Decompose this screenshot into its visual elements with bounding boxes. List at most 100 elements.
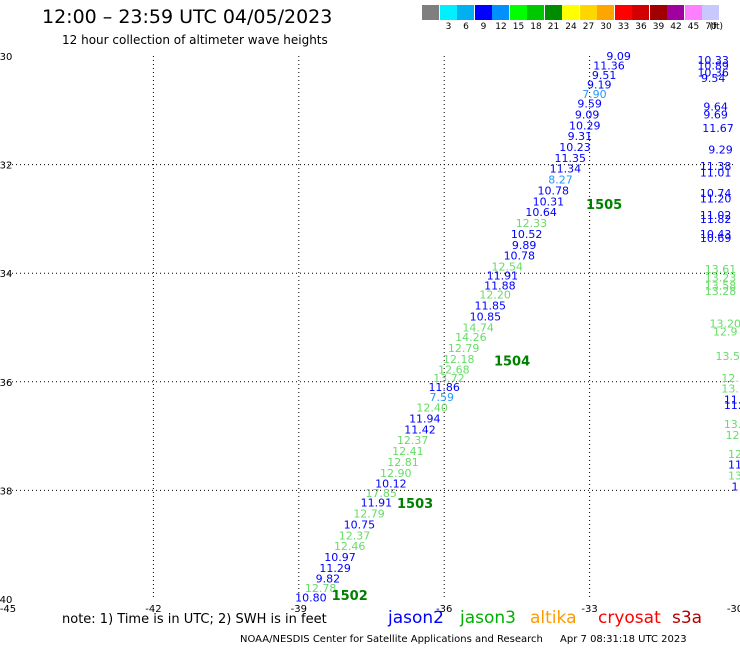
wave-height-reading: 11.91 bbox=[487, 270, 519, 283]
scale-swatch bbox=[457, 5, 474, 20]
latitude-tick-label: -40 bbox=[0, 595, 12, 606]
map-title: 12:00 – 23:59 UTC 04/05/2023 bbox=[42, 6, 333, 28]
scale-swatch bbox=[702, 5, 719, 20]
wave-height-reading: 12. bbox=[721, 372, 739, 385]
wave-height-reading: 12.68 bbox=[438, 364, 470, 377]
wave-height-reading: 12.90 bbox=[380, 467, 412, 480]
scale-label: 6 bbox=[463, 22, 469, 32]
scale-label: 33 bbox=[617, 22, 630, 32]
wave-height-reading: 12.46 bbox=[334, 540, 366, 553]
pass-number-label: 1502 bbox=[332, 589, 368, 604]
satellite-legend-jason2: jason2 bbox=[388, 608, 444, 628]
wave-height-reading: 11.01 bbox=[700, 167, 732, 180]
satellite-legend-altika: altika bbox=[530, 608, 577, 628]
wave-height-reading: 10.78 bbox=[538, 184, 570, 197]
pass-number-label: 1505 bbox=[586, 198, 622, 213]
units-note: note: 1) Time is in UTC; 2) SWH is in fe… bbox=[62, 612, 327, 627]
wave-height-reading: 10.43 bbox=[700, 228, 732, 241]
scale-swatch bbox=[439, 5, 457, 20]
wave-height-reading: 11.35 bbox=[554, 152, 586, 165]
footer: NOAA/NESDIS Center for Satellite Applica… bbox=[240, 634, 687, 645]
latitude-tick-label: -38 bbox=[0, 486, 12, 497]
wave-height-reading: 13. bbox=[724, 418, 740, 431]
wave-height-reading: 10.64 bbox=[525, 206, 557, 219]
wave-height-reading: 10.80 bbox=[295, 592, 327, 605]
wave-height-reading: 12.33 bbox=[516, 217, 548, 230]
latitude-tick-label: -32 bbox=[0, 161, 12, 172]
wave-height-reading: 12 bbox=[728, 448, 740, 461]
scale-swatch bbox=[684, 5, 702, 20]
scale-swatch bbox=[544, 5, 562, 20]
wave-height-reading: 9.29 bbox=[708, 144, 733, 157]
wave-height-reading: 11.86 bbox=[428, 381, 460, 394]
wave-height-reading: 13.5 bbox=[715, 350, 740, 363]
scale-label: 21 bbox=[547, 22, 560, 32]
scale-swatch bbox=[527, 5, 544, 20]
wave-height-reading: 9.89 bbox=[512, 239, 537, 252]
scale-swatch bbox=[632, 5, 649, 20]
wave-height-reading: 12 bbox=[726, 429, 740, 442]
wave-height-reading: 10.33 bbox=[697, 54, 729, 67]
wave-height-reading: 13.28 bbox=[705, 285, 737, 298]
wave-height-reading: 12.41 bbox=[392, 445, 424, 458]
footer-credit: NOAA/NESDIS Center for Satellite Applica… bbox=[240, 634, 543, 645]
wave-height-reading: 9.82 bbox=[316, 573, 341, 586]
wave-height-reading: 11. bbox=[724, 399, 740, 412]
wave-height-reading: 10.97 bbox=[324, 551, 356, 564]
longitude-tick-label: -33 bbox=[581, 604, 597, 615]
scale-unit: (ft) bbox=[709, 22, 724, 32]
wave-height-reading: 10.89 bbox=[697, 60, 729, 73]
wave-height-reading: 14.74 bbox=[462, 321, 494, 334]
wave-height-reading: 10.69 bbox=[700, 232, 732, 245]
wave-height-reading: 13 bbox=[728, 470, 740, 483]
scale-swatch bbox=[509, 5, 527, 20]
wave-height-reading: 9.54 bbox=[701, 72, 726, 85]
scale-label: 70 bbox=[705, 22, 717, 32]
scale-label: 12 bbox=[495, 22, 507, 32]
footer-timestamp: Apr 7 08:31:18 UTC 2023 bbox=[560, 634, 687, 645]
longitude-tick-label: -39 bbox=[291, 604, 307, 615]
wave-height-reading: 10.29 bbox=[569, 119, 601, 132]
wave-height-reading: 9.09 bbox=[575, 108, 600, 121]
wave-height-reading: 10.85 bbox=[470, 310, 502, 323]
wave-height-reading: 12.40 bbox=[416, 402, 448, 415]
scale-label: 30 bbox=[600, 22, 612, 32]
wave-height-reading: 1 bbox=[732, 480, 739, 493]
pass-number-label: 1503 bbox=[397, 497, 433, 512]
satellite-legend-jason3: jason3 bbox=[460, 608, 516, 628]
wave-height-reading: 10.78 bbox=[504, 250, 536, 263]
wave-height-reading: 11.94 bbox=[409, 413, 441, 426]
latitude-tick-label: -34 bbox=[0, 269, 12, 280]
scale-swatch bbox=[422, 5, 439, 20]
wave-height-reading: 11.34 bbox=[550, 163, 582, 176]
scale-label: 18 bbox=[530, 22, 542, 32]
wave-height-reading: 10.12 bbox=[375, 478, 407, 491]
wave-height-reading: 7.90 bbox=[582, 88, 607, 101]
wave-height-reading: 11.82 bbox=[700, 213, 732, 226]
wave-height-reading: 11. bbox=[724, 394, 740, 407]
wave-height-reading: 11.88 bbox=[484, 279, 516, 292]
wave-height-reading: 8.27 bbox=[548, 174, 573, 187]
longitude-tick-label: -36 bbox=[436, 604, 452, 615]
wave-height-reading: 13. bbox=[721, 383, 739, 396]
wave-height-reading: 14.26 bbox=[455, 331, 487, 344]
wave-height-reading: 10.36 bbox=[697, 67, 729, 80]
wave-height-reading: 9.51 bbox=[592, 69, 617, 82]
longitude-tick-label: -30 bbox=[727, 604, 740, 615]
wave-height-reading: 7.59 bbox=[430, 391, 455, 404]
wave-height-reading: 10.23 bbox=[559, 141, 591, 154]
wave-height-reading: 11.29 bbox=[319, 562, 351, 575]
latitude-tick-label: -30 bbox=[0, 52, 12, 63]
wave-height-reading: 17.85 bbox=[365, 487, 397, 500]
wave-height-reading: 11.42 bbox=[404, 423, 436, 436]
wave-height-reading: 13.61 bbox=[705, 263, 737, 276]
scale-label: 24 bbox=[565, 22, 577, 32]
longitude-tick-label: -45 bbox=[0, 604, 16, 615]
wave-height-reading: 12.79 bbox=[448, 342, 480, 355]
wave-height-reading: 10.31 bbox=[533, 195, 565, 208]
wave-height-reading: 12.37 bbox=[397, 434, 429, 447]
satellite-legend-s3a: s3a bbox=[672, 608, 703, 628]
scale-swatch bbox=[597, 5, 614, 20]
wave-height-reading: 12.81 bbox=[387, 456, 419, 469]
